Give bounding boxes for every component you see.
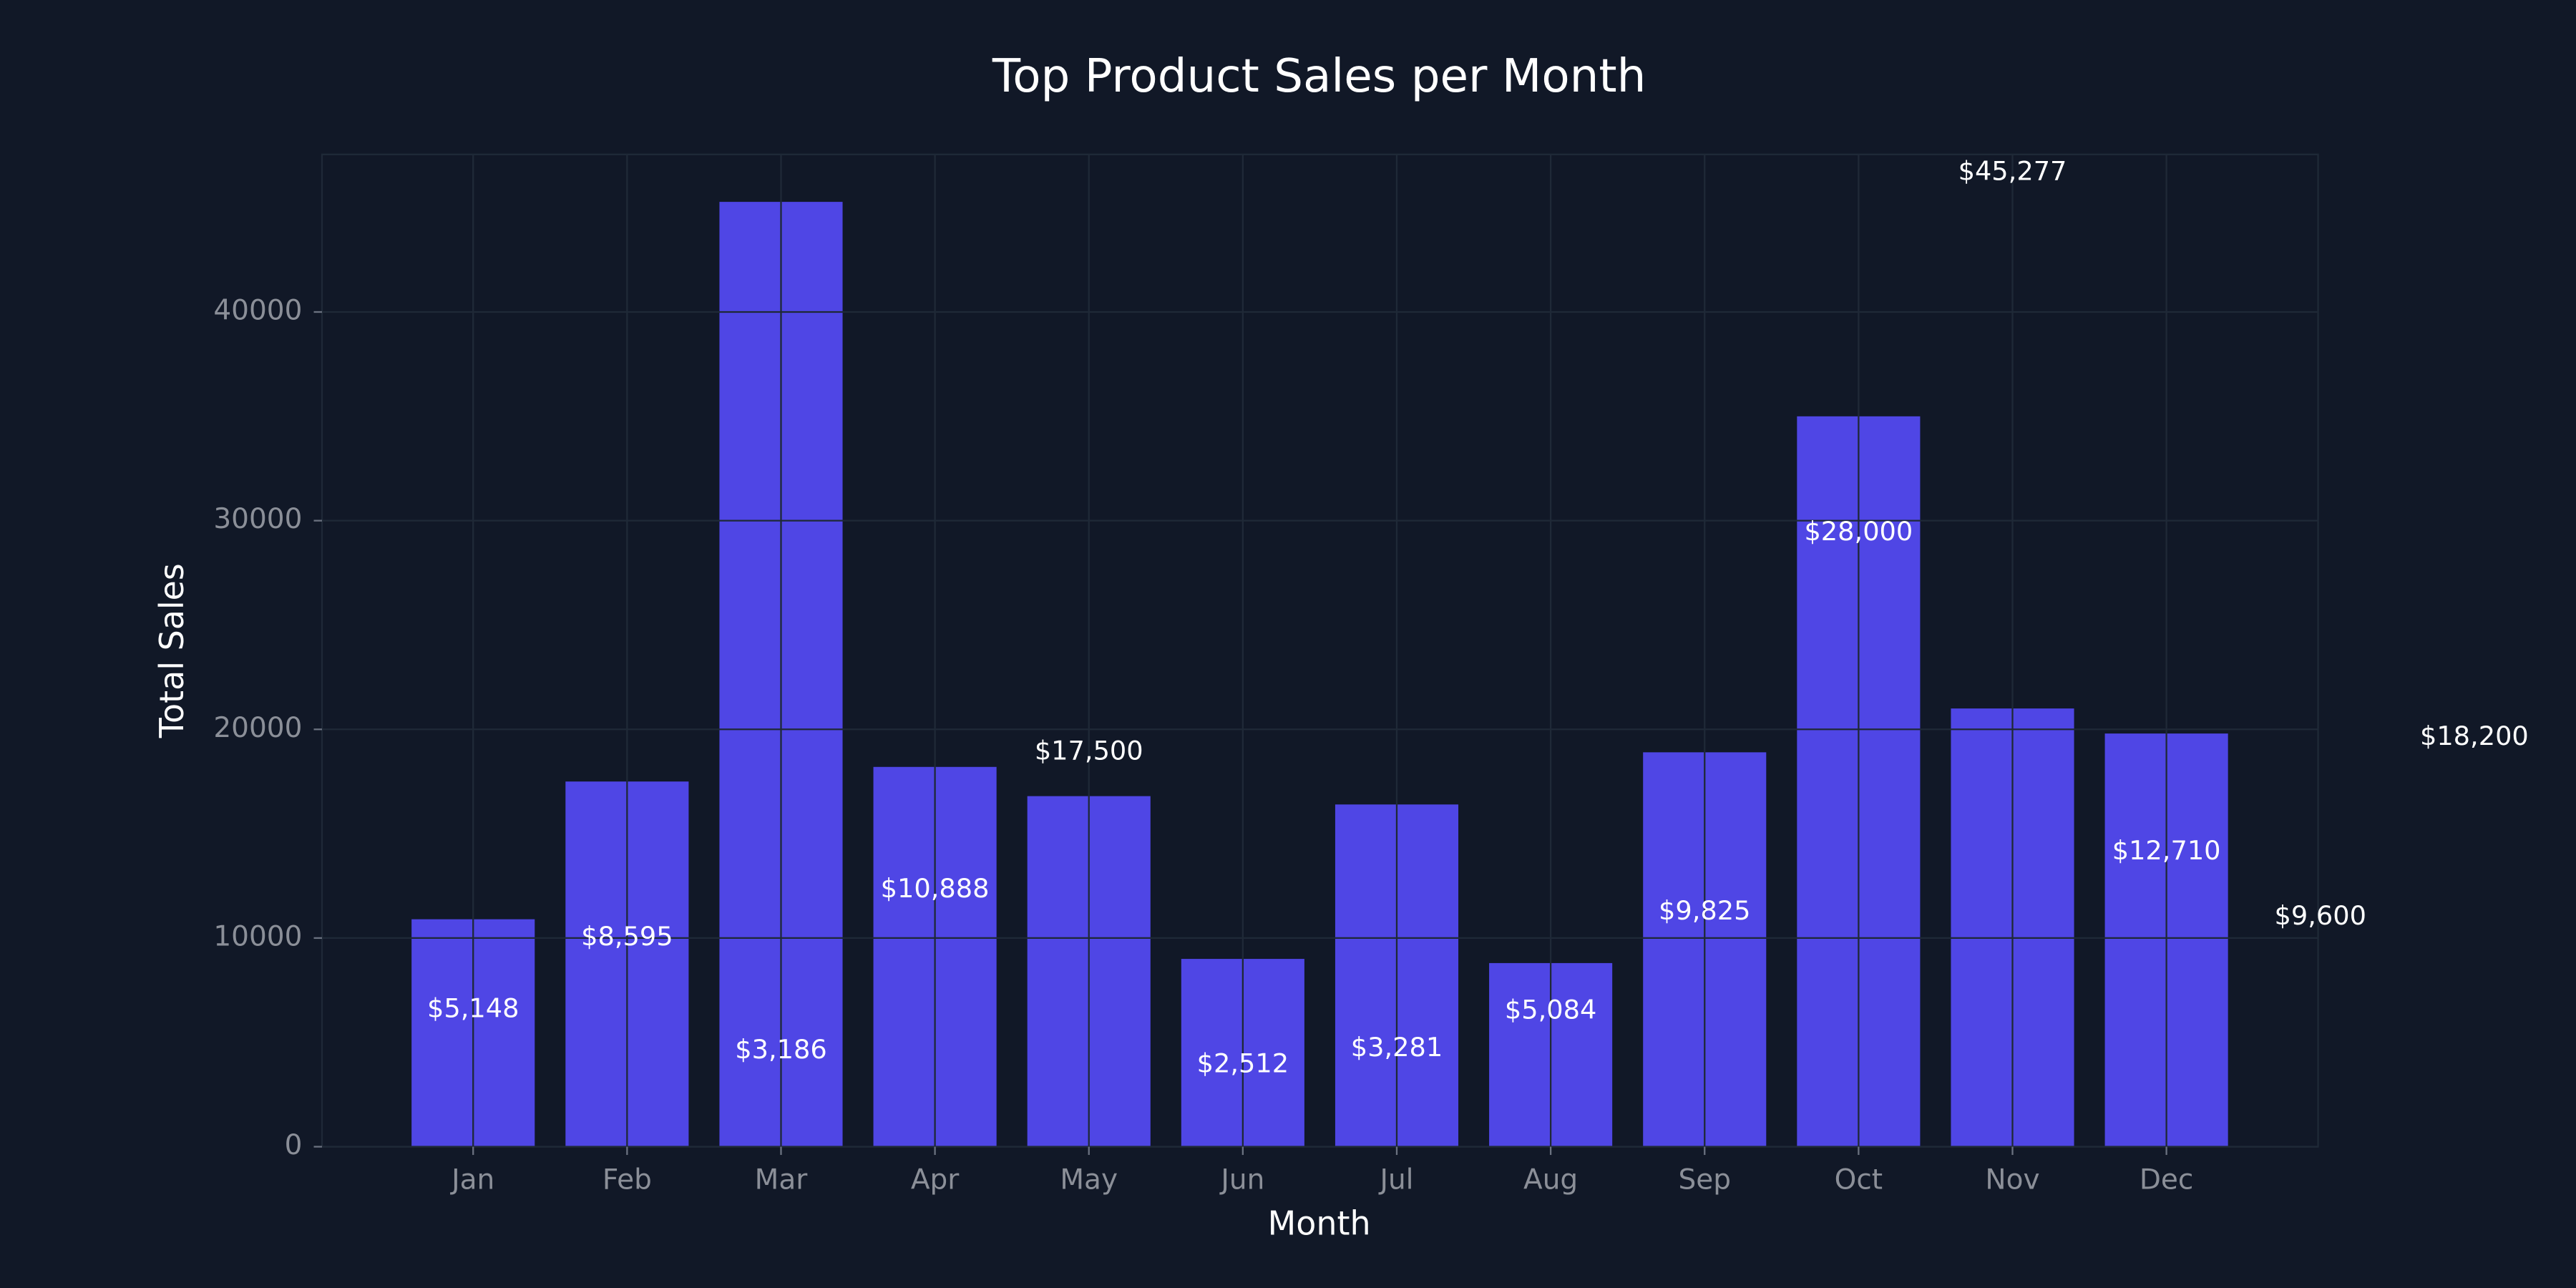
y-tick-label: 10000 bbox=[213, 920, 302, 952]
value-label: $3,186 bbox=[735, 1034, 826, 1065]
x-tick-label: Feb bbox=[602, 1163, 652, 1196]
y-tick-label: 0 bbox=[285, 1129, 303, 1161]
value-label: $10,888 bbox=[881, 873, 990, 904]
x-tick-label: Oct bbox=[1835, 1163, 1883, 1196]
labels: 0 10000 20000 30000 40000 Jan Feb Mar Apr May Jun J… bbox=[213, 155, 2528, 1196]
y-tick-label: 30000 bbox=[213, 503, 302, 535]
value-label: $18,200 bbox=[2420, 721, 2529, 751]
x-tick-label: Jul bbox=[1377, 1163, 1413, 1196]
value-label: $17,500 bbox=[1035, 735, 1143, 766]
value-label: $12,710 bbox=[2112, 835, 2221, 866]
grid bbox=[313, 154, 2318, 1156]
x-tick-label: Jan bbox=[449, 1163, 494, 1196]
x-tick-label: Apr bbox=[911, 1163, 960, 1196]
value-label: $2,512 bbox=[1197, 1048, 1289, 1078]
x-tick-label: Nov bbox=[1985, 1163, 2039, 1196]
x-tick-label: May bbox=[1060, 1163, 1118, 1196]
x-tick-label: Dec bbox=[2140, 1163, 2193, 1196]
x-tick-label: Mar bbox=[755, 1163, 809, 1196]
chart-title: Top Product Sales per Month bbox=[992, 49, 1646, 103]
value-label: $5,148 bbox=[427, 993, 519, 1024]
value-label: $9,600 bbox=[2275, 900, 2366, 931]
y-tick-label: 20000 bbox=[213, 712, 302, 744]
x-tick-label: Aug bbox=[1523, 1163, 1578, 1196]
x-tick-label: Jun bbox=[1219, 1163, 1264, 1196]
value-label: $28,000 bbox=[1804, 516, 1913, 547]
x-tick-label: Sep bbox=[1678, 1163, 1731, 1196]
y-axis-label: Total Sales bbox=[152, 563, 191, 738]
value-label: $45,277 bbox=[1958, 155, 2067, 186]
x-axis-label: Month bbox=[1268, 1204, 1371, 1242]
y-tick-label: 40000 bbox=[213, 295, 302, 327]
value-label: $8,595 bbox=[581, 921, 673, 952]
value-label: $3,281 bbox=[1351, 1032, 1443, 1063]
value-label: $5,084 bbox=[1505, 994, 1596, 1025]
value-label: $9,825 bbox=[1659, 895, 1750, 926]
